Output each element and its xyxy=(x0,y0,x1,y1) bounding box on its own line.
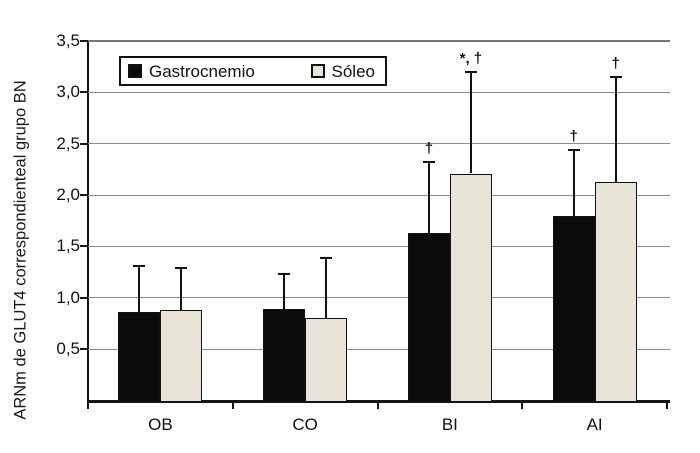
gridline xyxy=(88,297,670,299)
gridline xyxy=(88,143,670,145)
error-cap-gastrocnemio-ob xyxy=(133,264,146,267)
x-tick-mark xyxy=(87,400,89,409)
error-bar-gastrocnemio-ai xyxy=(572,149,575,216)
y-tick-mark xyxy=(80,194,88,197)
gridline xyxy=(88,194,670,196)
y-tick-label: 2,5 xyxy=(56,133,80,153)
x-category-label: AI xyxy=(586,414,603,434)
error-cap-gastrocnemio-bi xyxy=(422,161,435,164)
error-cap-soleo-bi xyxy=(464,70,477,73)
bar-soleo-ob xyxy=(160,310,203,403)
error-cap-soleo-ai xyxy=(609,75,622,78)
x-category-label: OB xyxy=(148,414,173,434)
y-tick-mark xyxy=(80,142,88,145)
error-bar-gastrocnemio-ob xyxy=(138,265,141,313)
error-bar-soleo-co xyxy=(325,257,328,319)
y-axis-title: ARNm de GLUT4 correspondienteal grupo BN xyxy=(11,80,30,420)
gridline xyxy=(88,245,670,247)
legend: Gastrocnemio Sóleo xyxy=(119,56,387,86)
significance-annotation-gastrocnemio-bi: † xyxy=(424,140,434,158)
bar-gastrocnemio-bi xyxy=(407,233,450,403)
error-bar-gastrocnemio-co xyxy=(283,274,286,310)
bar-gastrocnemio-ai xyxy=(552,215,595,403)
error-cap-gastrocnemio-co xyxy=(278,273,291,276)
x-tick-mark xyxy=(376,400,379,409)
y-tick-label: 1,5 xyxy=(56,236,80,256)
gridline xyxy=(88,91,670,93)
error-bar-gastrocnemio-bi xyxy=(427,162,430,234)
legend-swatch-gastrocnemio xyxy=(128,64,142,78)
y-tick-mark xyxy=(80,296,88,299)
bar-soleo-bi xyxy=(449,173,492,403)
significance-annotation-soleo-ai: † xyxy=(611,54,620,72)
legend-item-gastrocnemio: Gastrocnemio xyxy=(128,63,255,80)
y-tick-label: 0,5 xyxy=(56,339,80,359)
y-tick-mark xyxy=(80,348,88,351)
legend-label-soleo: Sóleo xyxy=(331,61,375,81)
x-tick-mark xyxy=(666,400,668,409)
legend-item-soleo: Sóleo xyxy=(310,61,375,81)
x-tick-mark xyxy=(231,400,234,409)
error-bar-soleo-ai xyxy=(614,76,617,182)
error-cap-soleo-ob xyxy=(175,266,188,269)
error-cap-soleo-co xyxy=(320,256,333,259)
y-tick-label: 3,0 xyxy=(56,82,80,102)
y-axis-line xyxy=(86,40,89,402)
y-tick-mark xyxy=(80,245,88,248)
error-bar-soleo-bi xyxy=(469,71,472,174)
x-category-label: BI xyxy=(441,414,458,434)
y-tick-mark xyxy=(80,91,88,94)
y-tick-label: 3,5 xyxy=(56,31,80,50)
gridline xyxy=(88,348,670,350)
legend-label-gastrocnemio: Gastrocnemio xyxy=(149,61,255,81)
error-bar-soleo-ob xyxy=(180,267,183,311)
y-tick-label: 2,0 xyxy=(56,185,80,205)
bar-soleo-ai xyxy=(594,181,637,403)
significance-annotation-soleo-bi: *, † xyxy=(459,49,483,67)
bar-soleo-co xyxy=(305,318,348,403)
y-tick-mark xyxy=(80,40,88,42)
x-tick-mark xyxy=(521,400,524,409)
bar-gastrocnemio-ob xyxy=(118,312,161,403)
y-tick-label: 1,0 xyxy=(56,287,80,307)
legend-swatch-soleo xyxy=(310,64,325,78)
x-category-label: CO xyxy=(292,414,318,434)
gridline-top-border xyxy=(88,40,670,42)
bar-gastrocnemio-co xyxy=(263,309,306,403)
significance-annotation-gastrocnemio-ai: † xyxy=(569,127,578,145)
error-cap-gastrocnemio-ai xyxy=(567,148,580,151)
